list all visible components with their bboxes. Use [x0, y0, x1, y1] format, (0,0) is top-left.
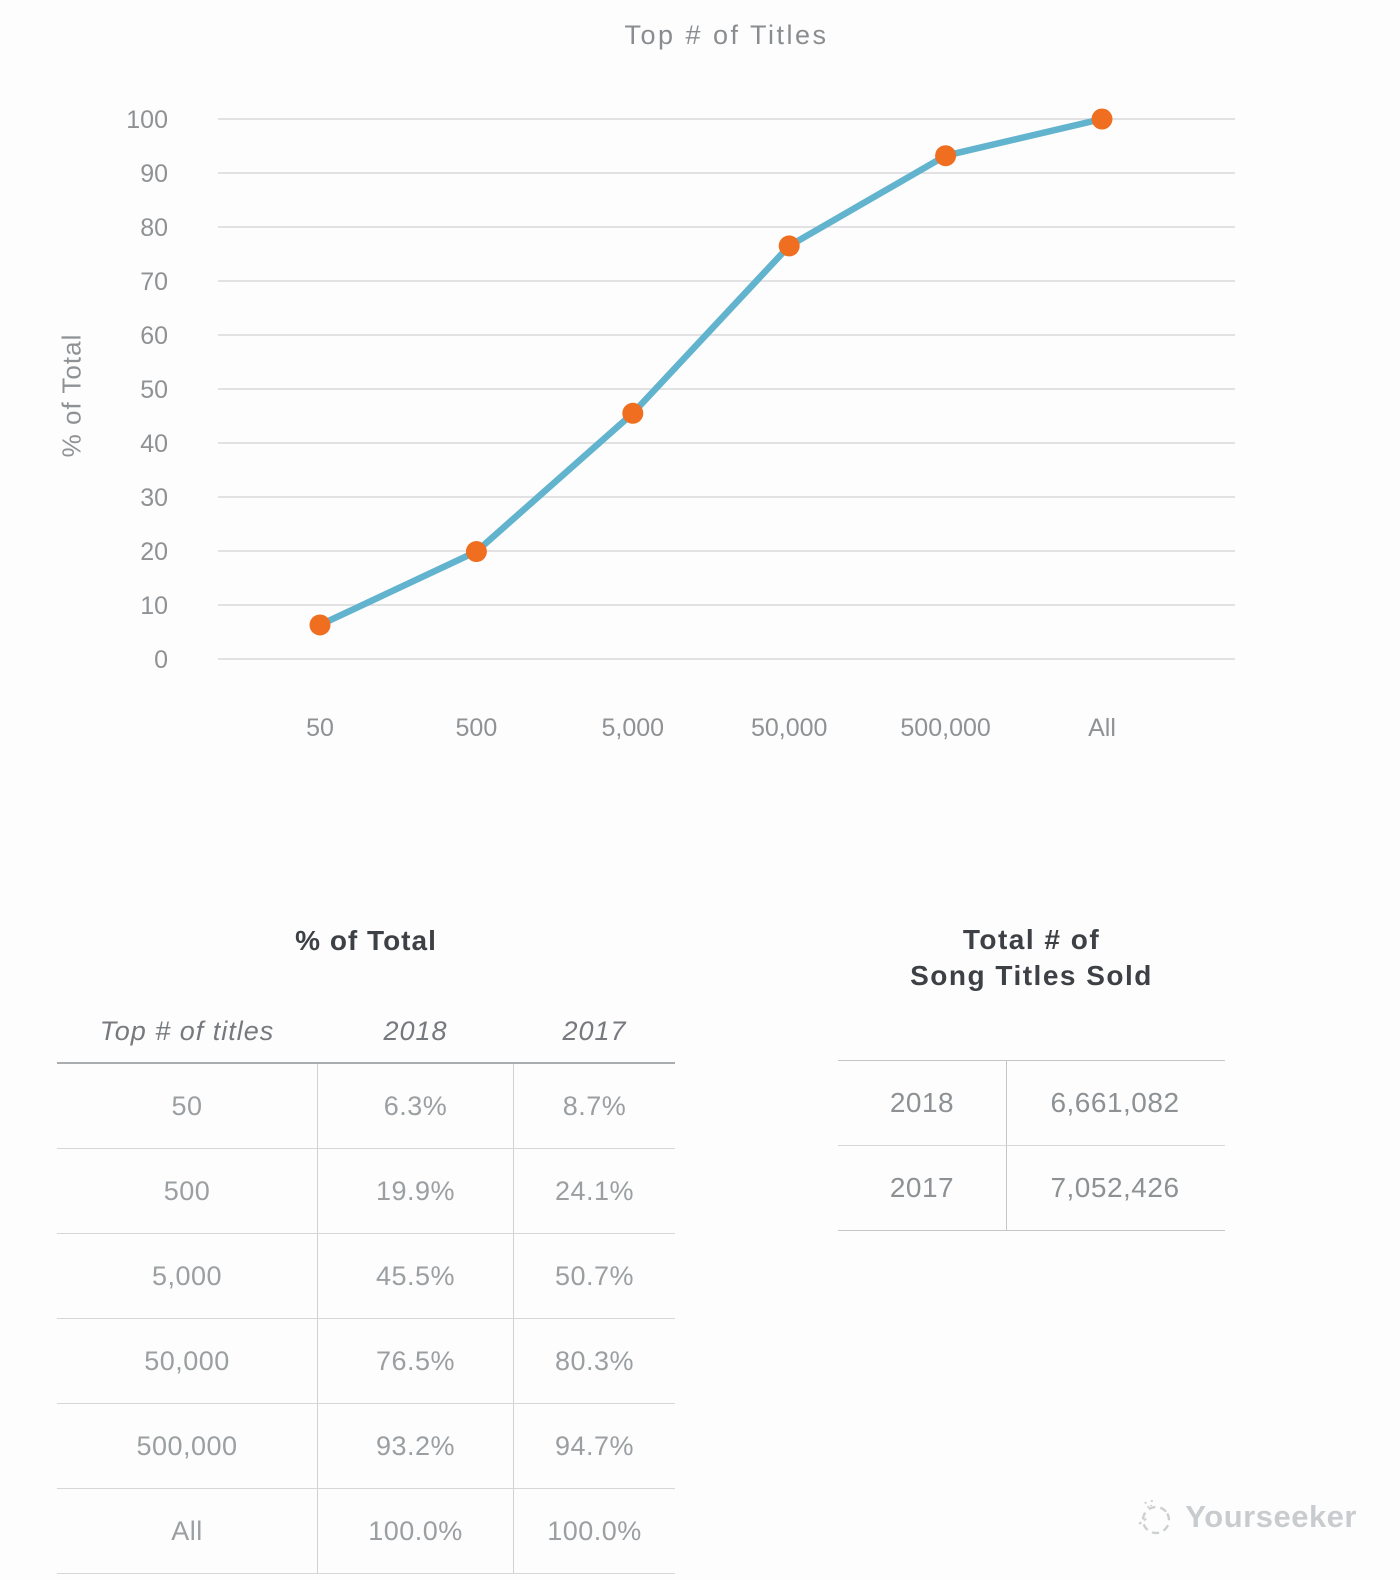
watermark-text: Yourseeker [1185, 1499, 1357, 1534]
x-tick-label: 50,000 [751, 714, 827, 742]
percent-table-body: 50 6.3% 8.7% 500 19.9% 24.1% 5,000 45.5% 50.7% 50… [57, 1062, 675, 1574]
table-cell: 24.1% [554, 1175, 635, 1206]
table-cell: 93.2% [317, 1404, 514, 1488]
x-tick-label: 50 [306, 714, 334, 742]
table-cell: 500,000 [136, 1430, 238, 1461]
x-tick-label: All [1088, 714, 1116, 742]
table-cell: 19.9% [317, 1149, 514, 1233]
totals-table-body: 2018 6,661,082 2017 7,052,426 [838, 1060, 1225, 1231]
table-cell: 45.5% [317, 1234, 514, 1318]
table-cell: 50.7% [554, 1260, 635, 1291]
column-header: 2017 [562, 1015, 627, 1046]
table-cell: 80.3% [554, 1345, 635, 1376]
percent-table-title: % of Total [295, 925, 437, 956]
y-tick-label: 50 [140, 376, 168, 404]
table-row: 5,000 45.5% 50.7% [57, 1234, 675, 1319]
table-cell: 100.0% [547, 1515, 642, 1546]
y-tick-label: 30 [140, 484, 168, 512]
column-header: 2018 [383, 1015, 448, 1046]
yourseeker-logo-icon [1138, 1499, 1171, 1535]
data-point-marker [935, 145, 957, 167]
totals-table: Total # of Song Titles Sold 2018 6,661,08… [838, 922, 1225, 1231]
data-point-marker [622, 402, 644, 424]
y-tick-label: 80 [140, 214, 168, 242]
table-cell: 50,000 [144, 1345, 230, 1376]
totals-title-line1: Total # of [962, 924, 1101, 955]
table-cell: 500 [163, 1175, 211, 1206]
y-tick-label: 100 [126, 106, 168, 134]
data-point-marker [465, 541, 487, 563]
data-point-marker [309, 614, 331, 636]
table-row: 50,000 76.5% 80.3% [57, 1319, 675, 1404]
table-row: 2017 7,052,426 [838, 1145, 1225, 1230]
data-line-2018 [316, 115, 1106, 629]
table-cell: 76.5% [317, 1319, 514, 1403]
totals-title-line2: Song Titles Sold [910, 960, 1153, 991]
table-cell: 6,661,082 [1050, 1087, 1180, 1118]
y-tick-label: 70 [140, 268, 168, 296]
watermark: Yourseeker [1135, 1496, 1357, 1538]
y-tick-label: 60 [140, 322, 168, 350]
y-tick-label: 90 [140, 160, 168, 188]
chart-plot-area: 0 10 20 30 40 50 60 70 80 90 100 50 500 5,000 50,000 50… [126, 106, 1235, 742]
x-tick-label: 500,000 [900, 714, 990, 742]
table-cell: 7,052,426 [1050, 1172, 1180, 1203]
table-row: 2018 6,661,082 [838, 1061, 1225, 1145]
x-tick-label: 500 [456, 714, 498, 742]
table-row: 500 19.9% 24.1% [57, 1149, 675, 1234]
table-cell: All [171, 1515, 203, 1546]
table-cell: 8.7% [562, 1090, 627, 1121]
column-header: Top # of titles [99, 1015, 275, 1046]
percent-of-total-table: % of Total Top # of titles 2018 2017 50 6.3… [57, 922, 675, 1574]
chart-title: Top # of Titles [624, 20, 829, 50]
table-cell: 5,000 [151, 1260, 223, 1291]
y-tick-label: 0 [154, 646, 168, 674]
y-tick-label: 10 [140, 592, 168, 620]
table-cell: 2017 [838, 1146, 1007, 1230]
table-cell: 50 [171, 1090, 203, 1121]
table-cell: 94.7% [554, 1430, 635, 1461]
x-tick-label: 5,000 [602, 714, 665, 742]
y-tick-label: 40 [140, 430, 168, 458]
totals-table-title: Total # of Song Titles Sold [838, 922, 1225, 994]
data-point-marker [1091, 108, 1113, 130]
table-cell: 2018 [838, 1061, 1007, 1145]
table-row: All 100.0% 100.0% [57, 1489, 675, 1574]
table-cell: 100.0% [317, 1489, 514, 1573]
percent-table-header-row: Top # of titles 2018 2017 [57, 1000, 675, 1062]
y-tick-label: 20 [140, 538, 168, 566]
table-row: 50 6.3% 8.7% [57, 1064, 675, 1149]
data-point-marker [778, 235, 800, 257]
table-row: 500,000 93.2% 94.7% [57, 1404, 675, 1489]
table-cell: 6.3% [317, 1064, 514, 1148]
